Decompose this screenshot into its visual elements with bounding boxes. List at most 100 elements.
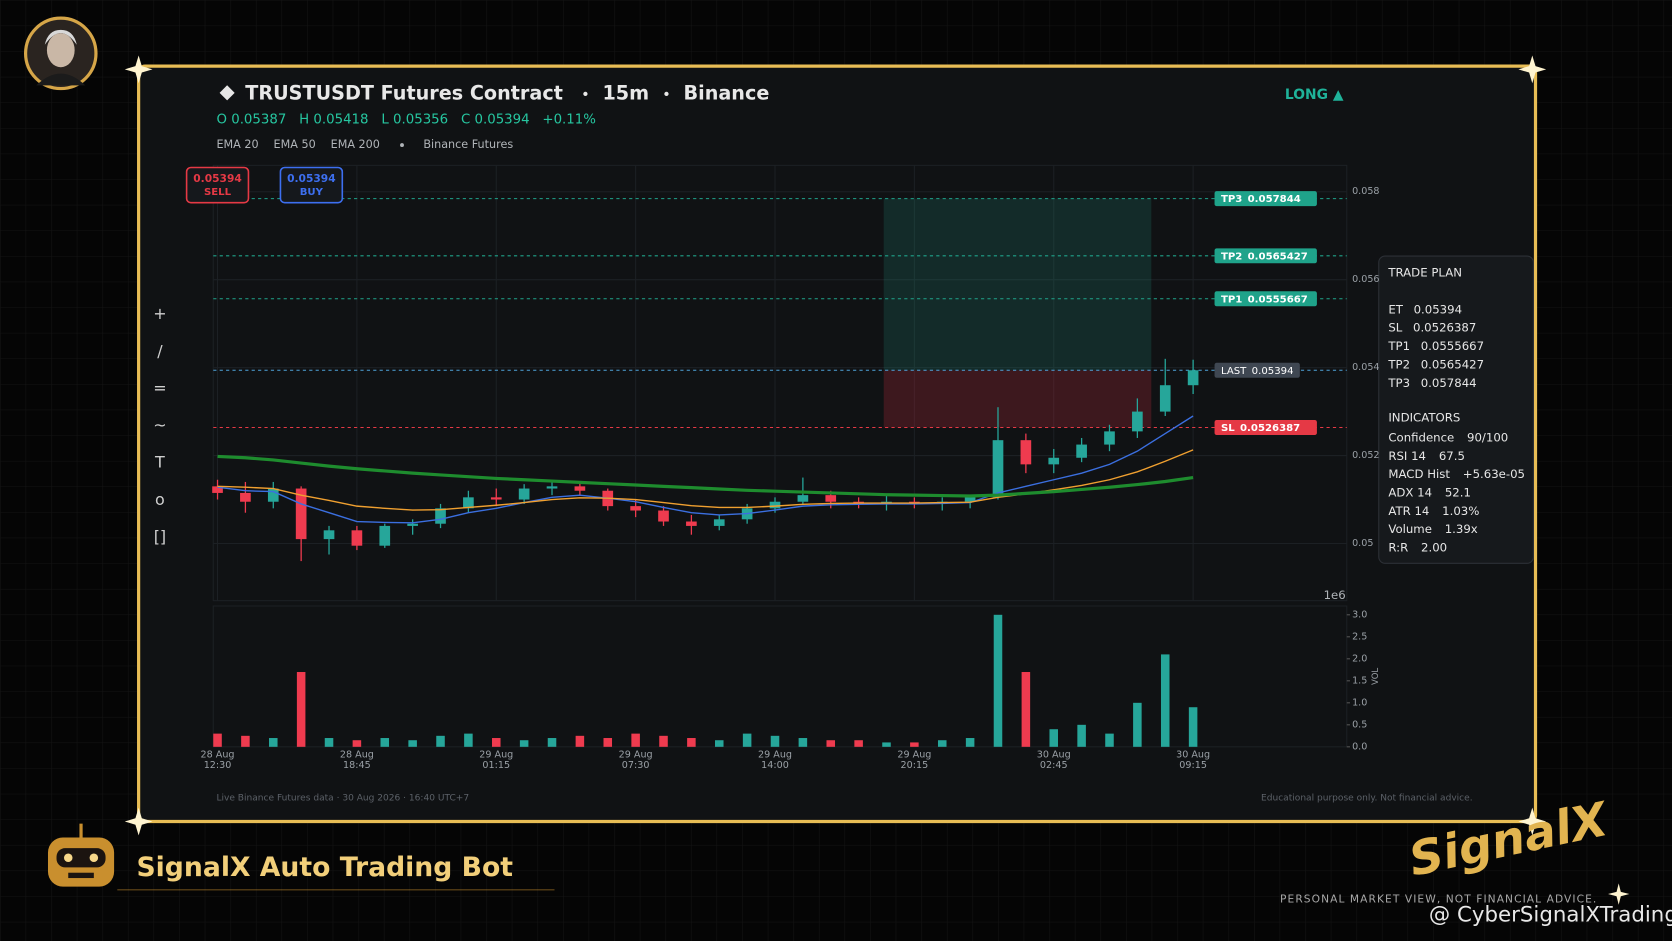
plan-label: TP1 [1387,339,1410,353]
indicator-row: R:R 2.00 [1388,540,1447,554]
indicator-row: RSI 14 67.5 [1388,448,1465,462]
plan-row: TP1 0.0555667 [1387,339,1484,353]
ohlc-value: 0.05394 [475,112,530,127]
indicator-label: R:R [1388,540,1408,554]
candle-body [351,530,363,546]
x-tick-label: 30 Aug 02:45 [1036,750,1071,772]
x-tick-label-box: 29 Aug 07:30 [619,750,653,771]
candle-body [713,519,725,526]
panel-subtitle: INDICATORS [1388,411,1460,425]
candle-body [323,530,335,540]
toolbar-tool[interactable]: = [153,378,166,397]
candle-body [267,488,279,502]
level-label: TP1 0.0555667 [1221,294,1308,305]
level-tag [1214,420,1317,435]
plan-value: 0.0565427 [1421,357,1484,371]
volume-bar [547,738,557,747]
volume-bar [631,733,640,747]
volume-bar [436,735,445,747]
indicator-label: RSI 14 [1388,448,1426,462]
toolbar-tool[interactable]: ~ [153,416,166,435]
candle-body [1076,444,1087,458]
ema-line [217,454,1194,498]
volume-bar [380,738,390,747]
candle-body [658,510,669,522]
y-tick-label: 0.5 [1352,719,1367,730]
exchange: Binance [684,81,770,104]
toolbar-tool[interactable]: [] [154,527,166,546]
candle-body [1187,370,1199,386]
volume-bar [742,733,752,747]
level-label: TP3 0.057844 [1221,194,1301,205]
ohlc-value: 0.05387 [231,112,286,127]
plan-label: SL [1388,320,1402,334]
volume-bar [798,738,808,747]
footer-note: Live Binance Futures data · 30 Aug 2026 … [216,794,469,804]
indicator-label: Volume [1388,522,1432,536]
indicator-label: MACD Hist [1388,467,1450,481]
ohlc-value: 0.05356 [393,112,448,127]
indicator-row: ADX 14 52.1 [1388,485,1471,499]
x-tick-label: 28 Aug 12:30 [200,750,235,772]
level-tag [1214,362,1300,378]
candle-body [964,497,976,502]
candle-body [797,495,809,502]
candle-body [1132,411,1143,432]
separator [583,91,588,97]
candle-body [379,525,391,546]
legend-entry: EMA 200 [331,138,380,151]
level-tag [1214,191,1317,207]
candle-body [1020,440,1032,465]
candle-body [212,486,223,493]
level-name: SL [1221,423,1235,434]
plan-label: TP2 [1387,357,1410,371]
level-label: SL 0.0526387 [1221,423,1300,434]
panel-title: TRADE PLAN [1387,266,1462,280]
volume-bar [1188,707,1198,747]
footer-note: Educational purpose only. Not financial … [1261,794,1473,804]
ohlc-label: O [216,112,226,127]
volume-bar [213,733,222,747]
separator [400,143,404,148]
toolbar-tool[interactable]: o [155,490,165,509]
ohlc-label: L [381,112,389,127]
price-badge[interactable] [185,166,250,204]
volume-bar [575,735,585,747]
ema-legend: EMA 20 EMA 50 EMA 200 [216,138,379,151]
volume-bar [352,740,362,747]
level-name: TP2 [1221,251,1242,262]
volume-bar [324,738,334,747]
toolbar-tool[interactable]: + [153,304,166,323]
toolbar-tool[interactable]: / [157,341,163,360]
legend-entry: EMA 50 [274,138,316,151]
indicator-label: ATR 14 [1388,503,1429,517]
price-badge[interactable] [279,166,344,204]
ohlc-value: 0.05418 [313,112,368,127]
candle-body [407,523,418,526]
volume-bar [687,738,696,747]
y-tick-label: 3.0 [1352,609,1367,620]
candle-body [546,486,558,489]
y-tick-label: 0.052 [1352,450,1379,461]
indicator-label: Confidence [1388,430,1454,444]
volume-bar [1077,724,1086,747]
plan-row: SL 0.0526387 [1388,320,1476,334]
change: +0.11% [542,112,596,127]
volume-bar [993,614,1003,747]
x-tick-label: 29 Aug 20:15 [897,750,932,772]
toolbar-tool[interactable]: T [154,453,165,472]
y-tick-label: 0.058 [1352,186,1379,197]
level-name: TP1 [1221,294,1242,305]
price-pane [212,164,1348,602]
y-tick-label: 0.05 [1352,538,1373,549]
level-name: LAST [1221,366,1247,377]
candle-body [630,506,641,511]
volume-pane [212,605,1348,748]
sparkles [124,55,1630,905]
ohlc-label: H [299,112,309,127]
x-tick-label-box: 28 Aug 18:45 [340,750,374,771]
trade-plan-panel [1378,255,1534,564]
symbol: TRUSTUSDT Futures Contract [245,81,563,104]
separator [664,91,669,97]
avatar [23,16,98,91]
